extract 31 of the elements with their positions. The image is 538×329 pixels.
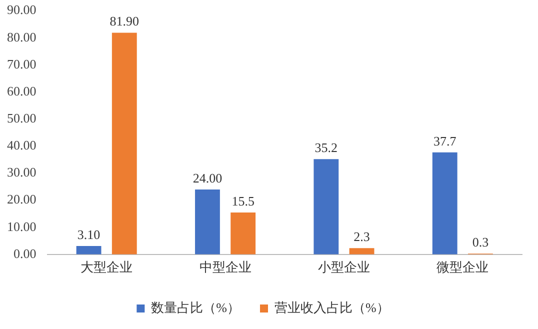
bar bbox=[432, 152, 458, 254]
y-tick-label: 20.00 bbox=[7, 192, 36, 207]
data-label: 81.90 bbox=[110, 14, 140, 29]
legend-label: 数量占比（%） bbox=[151, 300, 240, 315]
data-label: 2.3 bbox=[354, 229, 370, 244]
x-tick-label: 微型企业 bbox=[436, 260, 489, 275]
bar bbox=[195, 189, 220, 254]
bar bbox=[314, 159, 339, 254]
bar bbox=[349, 248, 374, 254]
y-tick-label: 70.00 bbox=[7, 56, 36, 72]
data-label: 3.10 bbox=[77, 226, 100, 242]
bar bbox=[76, 246, 102, 254]
y-tick-label: 60.00 bbox=[7, 83, 36, 98]
data-label: 24.00 bbox=[192, 170, 222, 186]
bar bbox=[230, 212, 256, 254]
y-tick-label: 80.00 bbox=[7, 29, 36, 44]
y-tick-label: 90.00 bbox=[7, 2, 36, 18]
data-label: 35.2 bbox=[314, 140, 338, 156]
legend-label: 营业收入占比（%） bbox=[274, 300, 390, 315]
x-tick-label: 中型企业 bbox=[199, 260, 252, 275]
bar bbox=[112, 32, 137, 254]
y-tick-label: 40.00 bbox=[7, 138, 36, 153]
data-label: 0.3 bbox=[472, 234, 489, 250]
data-label: 37.7 bbox=[433, 133, 457, 148]
x-tick-label: 小型企业 bbox=[318, 260, 370, 275]
x-tick-label: 大型企业 bbox=[80, 260, 133, 275]
y-tick-label: 10.00 bbox=[7, 218, 36, 234]
y-tick-label: 50.00 bbox=[7, 110, 36, 126]
y-tick-label: 0.00 bbox=[14, 246, 36, 261]
data-label: 15.5 bbox=[232, 193, 254, 208]
y-tick-label: 30.00 bbox=[7, 164, 36, 180]
